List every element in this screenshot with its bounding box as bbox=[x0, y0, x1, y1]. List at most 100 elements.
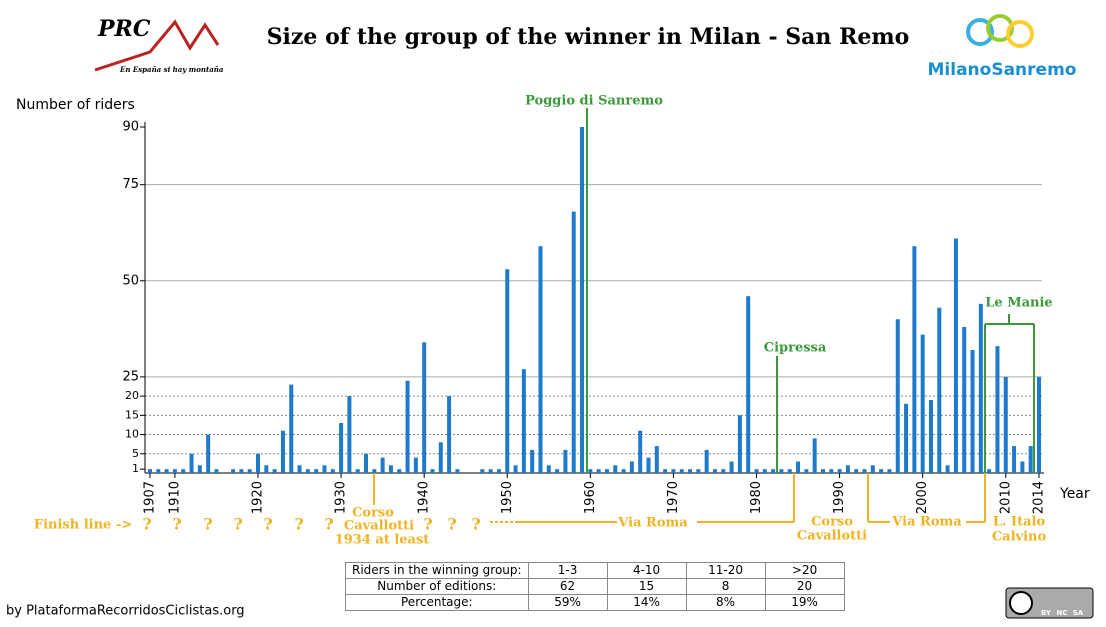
x-tick-label: 2010 bbox=[998, 481, 1013, 514]
x-tick-label: 1990 bbox=[832, 481, 847, 514]
route-label: ? bbox=[324, 515, 333, 534]
bar bbox=[870, 465, 875, 473]
bar bbox=[762, 469, 767, 473]
bar bbox=[372, 469, 377, 473]
table-cell: 4-10 bbox=[606, 562, 687, 579]
y-tick-label: 20 bbox=[125, 389, 139, 402]
y-tick-label: 25 bbox=[122, 369, 139, 384]
route-label: ? bbox=[294, 515, 303, 534]
table-cell: 8% bbox=[685, 594, 766, 611]
bar bbox=[181, 469, 186, 473]
bar bbox=[995, 346, 1000, 473]
bar bbox=[297, 465, 302, 473]
bar bbox=[978, 303, 983, 473]
bar bbox=[488, 469, 493, 473]
bar bbox=[621, 469, 626, 473]
bar bbox=[239, 469, 244, 473]
route-label: Calvino bbox=[992, 530, 1047, 545]
bar bbox=[829, 469, 834, 473]
bar bbox=[837, 469, 842, 473]
bar bbox=[521, 369, 526, 473]
y-tick-label: 75 bbox=[122, 177, 139, 192]
table-cell: Riders in the winning group: bbox=[345, 562, 529, 579]
table-row: Number of editions: 62 15 8 20 bbox=[345, 578, 845, 595]
route-label: Via Roma bbox=[891, 515, 962, 530]
logo-shape bbox=[1006, 20, 1034, 48]
logo-text: PRC bbox=[97, 16, 151, 42]
table-cell: 19% bbox=[764, 594, 845, 611]
table-cell: 20 bbox=[764, 578, 845, 595]
logo-shape bbox=[986, 14, 1014, 42]
bar bbox=[264, 465, 269, 473]
bar bbox=[638, 430, 643, 473]
bar bbox=[646, 457, 651, 473]
license-text: NC bbox=[1057, 609, 1068, 617]
bar bbox=[1012, 446, 1017, 473]
right-logo: MilanoSanremo bbox=[928, 14, 1077, 80]
route-label: ? bbox=[203, 515, 212, 534]
bar bbox=[796, 461, 801, 473]
route-label: Cavallotti bbox=[344, 519, 414, 534]
bar bbox=[712, 469, 717, 473]
y-axis-label: Number of riders bbox=[16, 97, 135, 113]
bar bbox=[438, 442, 443, 473]
table-cell: 59% bbox=[527, 594, 608, 611]
bar bbox=[596, 469, 601, 473]
bar bbox=[339, 423, 344, 473]
y-tick-label: 5 bbox=[132, 447, 139, 460]
bar bbox=[156, 469, 161, 473]
left-logo: PRC En España si hay montaña bbox=[94, 16, 224, 74]
bar bbox=[280, 430, 285, 473]
bar bbox=[1028, 446, 1033, 473]
license-text: BY bbox=[1041, 609, 1052, 617]
chart-title: Size of the group of the winner in Milan… bbox=[267, 24, 910, 50]
bar bbox=[654, 446, 659, 473]
bar bbox=[247, 469, 252, 473]
bar bbox=[671, 469, 676, 473]
bar bbox=[314, 469, 319, 473]
bar bbox=[164, 469, 169, 473]
bar bbox=[563, 449, 568, 473]
table-cell: 11-20 bbox=[685, 562, 766, 579]
route-label: ? bbox=[471, 515, 480, 534]
x-tick-label: 1907 bbox=[143, 481, 158, 514]
x-tick-label: 1950 bbox=[500, 481, 515, 514]
bar bbox=[413, 457, 418, 473]
table-row: Riders in the winning group: 1-3 4-10 11-20… bbox=[345, 562, 845, 579]
bar bbox=[928, 399, 933, 473]
bar bbox=[405, 380, 410, 473]
route-label: ? bbox=[263, 515, 272, 534]
bar bbox=[364, 453, 369, 473]
annotation: Le Manie bbox=[985, 296, 1052, 311]
x-tick-label: 1930 bbox=[334, 481, 349, 514]
x-tick-label: 1910 bbox=[167, 481, 182, 514]
route-label: Via Roma bbox=[617, 516, 688, 531]
table-cell: Number of editions: bbox=[345, 578, 529, 595]
bar bbox=[854, 469, 859, 473]
bar bbox=[588, 469, 593, 473]
bar bbox=[912, 246, 917, 473]
bar bbox=[1020, 461, 1025, 473]
logo-tagline: En España si hay montaña bbox=[119, 65, 224, 74]
logo-shape bbox=[966, 18, 994, 46]
table-row: Percentage: 59% 14% 8% 19% bbox=[345, 594, 845, 611]
bar bbox=[388, 465, 393, 473]
route-label: 1934 at least bbox=[335, 533, 430, 548]
bar bbox=[538, 246, 543, 473]
bar bbox=[422, 342, 427, 473]
route-label: ? bbox=[447, 515, 456, 534]
logo-text: MilanoSanremo bbox=[928, 60, 1077, 80]
bar bbox=[696, 469, 701, 473]
bar bbox=[214, 469, 219, 473]
x-axis-label: Year bbox=[1059, 486, 1090, 502]
bar bbox=[555, 469, 560, 473]
bar bbox=[580, 127, 585, 473]
route-label: L. Italo bbox=[993, 515, 1046, 530]
bar bbox=[604, 469, 609, 473]
bar bbox=[480, 469, 485, 473]
summary-table: Riders in the winning group: 1-3 4-10 11-20… bbox=[345, 562, 845, 611]
y-tick-label: 1 bbox=[132, 462, 139, 475]
table-cell: 8 bbox=[685, 578, 766, 595]
bar bbox=[447, 396, 452, 473]
